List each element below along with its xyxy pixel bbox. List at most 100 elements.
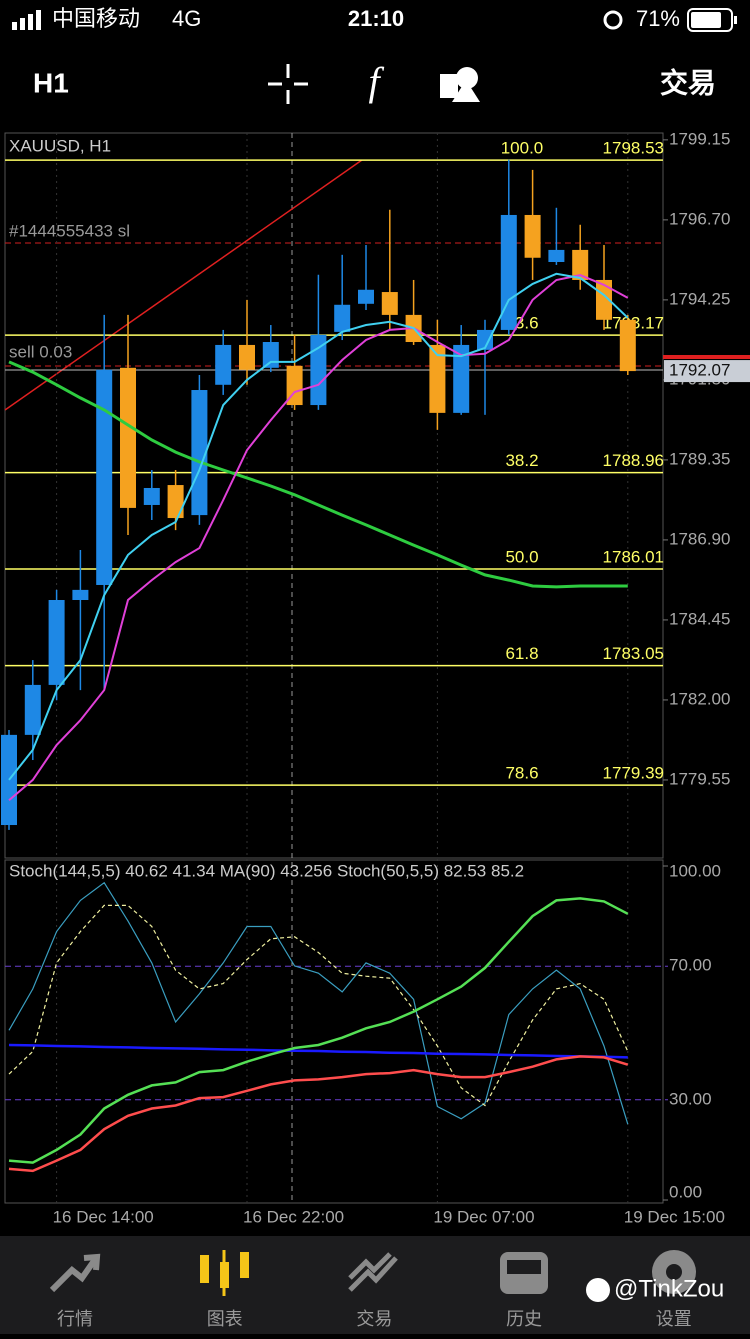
history-icon[interactable] — [500, 1252, 548, 1294]
candle-body — [96, 369, 113, 585]
y-tick-label: 1786.90 — [669, 529, 730, 548]
sl-annotation: #1444555433 sl — [9, 221, 130, 240]
chart-icon[interactable] — [200, 1250, 249, 1296]
timeframe-button[interactable]: H1 — [33, 67, 69, 98]
signal-bar — [12, 22, 17, 30]
alarm-icon — [603, 10, 623, 30]
x-tick-label: 16 Dec 22:00 — [243, 1207, 344, 1226]
candle-body — [524, 214, 541, 258]
indicator-button[interactable]: f — [368, 59, 384, 104]
x-tick-label: 19 Dec 15:00 — [624, 1207, 725, 1226]
y-tick-label: 1782.00 — [669, 689, 730, 708]
crosshair-button[interactable] — [268, 64, 308, 104]
y-tick-label: 30.00 — [669, 1089, 712, 1108]
candle-body — [167, 485, 184, 519]
tab-bar — [0, 1236, 750, 1334]
candle-body — [191, 390, 208, 516]
candle-body — [596, 279, 612, 320]
moving-average — [8, 272, 629, 781]
fib-level: 61.8 — [505, 644, 538, 663]
battery-level — [691, 12, 721, 28]
chart-title: XAUUSD, H1 — [9, 136, 111, 155]
y-tick-label: 1799.15 — [669, 129, 730, 148]
last-price-label: 1792.07 — [669, 361, 730, 380]
signal-bar — [28, 14, 33, 30]
y-tick-label: 1789.35 — [669, 449, 730, 468]
watermark-logo — [586, 1278, 610, 1302]
stoch-header: Stoch(144,5,5) 40.62 41.34 MA(90) 43.256… — [9, 861, 524, 880]
trade-button[interactable]: 交易 — [660, 66, 716, 98]
candle-body — [358, 289, 374, 304]
toolbar: H1 f 交易 — [33, 59, 716, 104]
fib-level: 50.0 — [505, 547, 538, 566]
candle-body — [429, 344, 446, 413]
stoch-line — [8, 1043, 628, 1059]
objects-button[interactable] — [440, 67, 480, 102]
signal-bar — [36, 10, 41, 30]
candle-body — [381, 292, 398, 315]
candle-body — [1, 734, 17, 826]
candle-body — [120, 367, 136, 508]
candle-body — [334, 304, 351, 332]
fib-level: 100.0 — [501, 139, 544, 158]
candle-body — [48, 600, 65, 685]
main-panel — [4, 132, 664, 859]
candle-body — [477, 329, 493, 350]
candle-body — [239, 344, 255, 370]
battery-tip — [734, 16, 737, 24]
status-bar: 中国移动 4G 21:10 71% — [12, 6, 737, 32]
x-tick-label: 19 Dec 07:00 — [433, 1207, 534, 1226]
tab-icons — [49, 1250, 696, 1296]
candle-body — [262, 342, 279, 368]
trend-line — [4, 159, 363, 411]
candle-body — [619, 319, 636, 372]
tab-labels: 行情 图表 交易 历史 设置 — [57, 1309, 692, 1329]
tab-label[interactable]: 设置 — [656, 1309, 692, 1329]
y-tick-label: 1796.70 — [669, 209, 730, 228]
trade-icon[interactable] — [348, 1252, 398, 1292]
main-chart: 1799.151796.701794.251791.801789.351786.… — [1, 129, 750, 830]
stoch-line — [8, 904, 629, 1107]
y-tick-label: 1784.45 — [669, 609, 730, 628]
moving-average — [8, 360, 628, 589]
y-tick-label: 1794.25 — [669, 289, 730, 308]
stoch-chart: 100.00 70.00 30.00 0.00 16 Dec 14:00 16 Dec 2… — [5, 861, 725, 1226]
stoch-line — [8, 1055, 629, 1173]
candle-body — [548, 249, 565, 262]
stoch-line — [8, 881, 629, 1125]
settings-icon[interactable] — [652, 1250, 696, 1294]
quotes-icon[interactable] — [49, 1253, 101, 1293]
clock: 21:10 — [348, 6, 404, 31]
fib-price: 1798.53 — [603, 139, 664, 158]
moving-average — [8, 274, 629, 801]
fib-price: 1779.39 — [603, 764, 664, 783]
candle-body — [572, 249, 589, 280]
battery-percent: 71% — [636, 6, 680, 31]
y-tick-label: 70.00 — [669, 956, 712, 975]
x-tick-label: 16 Dec 14:00 — [53, 1207, 154, 1226]
signal-bar — [20, 18, 25, 30]
candle-body — [500, 214, 517, 330]
carrier: 中国移动 — [52, 6, 140, 31]
last-price-box — [664, 360, 750, 383]
tab-label[interactable]: 图表 — [207, 1309, 243, 1329]
fib-level: 78.6 — [505, 764, 538, 783]
main-under — [4, 133, 750, 1203]
stoch-panel — [4, 859, 664, 1204]
candle-body — [310, 334, 327, 406]
fib-price: 1788.96 — [603, 451, 664, 470]
candle-body — [24, 684, 41, 735]
fib-level: 38.2 — [505, 451, 538, 470]
tab-label[interactable]: 交易 — [356, 1309, 392, 1329]
candle-body — [215, 344, 232, 385]
y-tick-label: 0.00 — [669, 1182, 702, 1201]
fib-price: 1786.01 — [603, 547, 664, 566]
battery-icon — [687, 8, 733, 32]
tab-label[interactable]: 行情 — [57, 1309, 93, 1329]
watermark: @TinkZou — [614, 1275, 724, 1302]
candle-body — [72, 589, 89, 601]
network: 4G — [172, 6, 201, 31]
y-tick-label: 1779.55 — [669, 769, 730, 788]
tab-label[interactable]: 历史 — [506, 1309, 542, 1329]
